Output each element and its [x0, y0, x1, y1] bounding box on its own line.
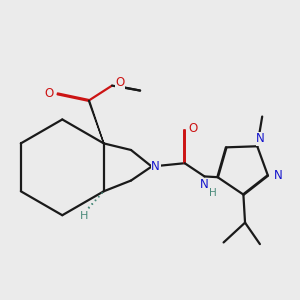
- Text: O: O: [188, 122, 198, 135]
- Polygon shape: [88, 100, 104, 143]
- Text: N: N: [256, 133, 265, 146]
- Text: H: H: [209, 188, 217, 198]
- Text: N: N: [200, 178, 209, 191]
- Text: O: O: [45, 87, 54, 101]
- Text: O: O: [116, 76, 125, 89]
- Text: N: N: [151, 160, 160, 173]
- Text: H: H: [80, 211, 88, 221]
- Text: N: N: [274, 169, 283, 182]
